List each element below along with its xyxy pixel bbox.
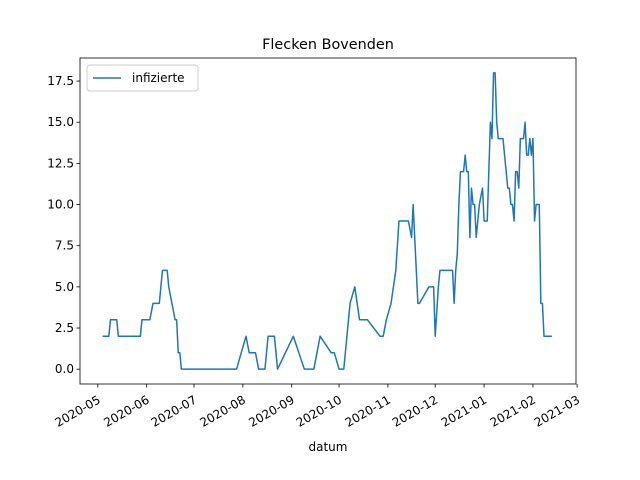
y-tick-label: 15.0 [47, 115, 74, 129]
y-tick-label: 10.0 [47, 198, 74, 212]
y-tick-label: 5.0 [55, 280, 74, 294]
chart-title: Flecken Bovenden [262, 37, 394, 53]
axes-frame [79, 57, 577, 385]
y-tick-label: 7.5 [55, 239, 74, 253]
legend-box [86, 64, 199, 92]
x-axis-label: datum [309, 440, 348, 454]
y-tick-label: 2.5 [55, 321, 74, 335]
data-line [102, 72, 552, 370]
y-tick-label: 17.5 [47, 74, 74, 88]
legend-label: infizierte [132, 71, 185, 85]
y-tick-label: 12.5 [47, 156, 74, 170]
y-tick-label: 0.0 [55, 362, 74, 376]
